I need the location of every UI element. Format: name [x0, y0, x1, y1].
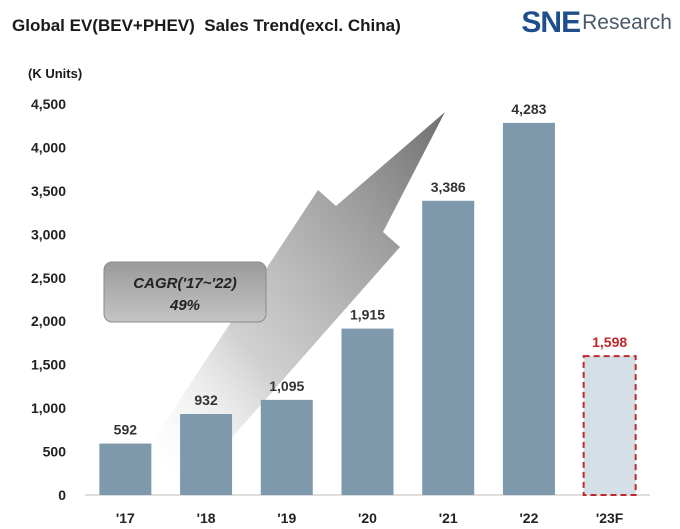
y-tick-label: 3,000 — [31, 226, 66, 242]
x-tick-label: '20 — [358, 510, 377, 526]
bar-value-label: 4,283 — [511, 101, 546, 117]
logo-research: Research — [582, 11, 672, 34]
sne-research-logo: SNE Research — [521, 6, 672, 40]
bar-value-label: 932 — [194, 392, 218, 408]
x-tick-label: '18 — [197, 510, 216, 526]
cagr-label: CAGR('17~'22) — [133, 275, 236, 292]
y-axis-unit-label: (K Units) — [28, 66, 83, 81]
x-tick-label: '22 — [519, 510, 538, 526]
bar-forecast — [582, 355, 637, 496]
growth-arrow — [150, 112, 445, 485]
x-tick-label: '21 — [439, 510, 458, 526]
bar-value-label: 592 — [114, 422, 138, 438]
x-tick-label: '23F — [596, 510, 624, 526]
logo-sne: SNE — [521, 6, 581, 39]
x-tick-label: '19 — [277, 510, 296, 526]
y-tick-label: 500 — [43, 444, 67, 460]
bar — [260, 399, 313, 495]
y-tick-label: 4,500 — [31, 96, 66, 112]
cagr-value: 49% — [169, 297, 200, 314]
cagr-box — [103, 261, 267, 323]
bar — [422, 200, 475, 495]
bar-value-label: 1,915 — [350, 307, 385, 323]
bar — [341, 328, 394, 495]
y-tick-label: 2,000 — [31, 313, 66, 329]
chart-title: Global EV(BEV+PHEV) Sales Trend(excl. Ch… — [12, 16, 401, 35]
bar — [99, 443, 152, 495]
bar-value-label: 1,598 — [592, 334, 627, 350]
y-tick-label: 4,000 — [31, 139, 66, 155]
y-tick-label: 1,000 — [31, 400, 66, 416]
y-tick-label: 1,500 — [31, 357, 66, 373]
bar-value-label: 3,386 — [431, 179, 466, 195]
y-tick-label: 2,500 — [31, 270, 66, 286]
bar — [180, 414, 233, 495]
y-tick-label: 3,500 — [31, 183, 66, 199]
y-tick-label: 0 — [58, 487, 66, 503]
x-tick-label: '17 — [116, 510, 135, 526]
bar-value-label: 1,095 — [269, 378, 304, 394]
bar — [502, 122, 555, 495]
